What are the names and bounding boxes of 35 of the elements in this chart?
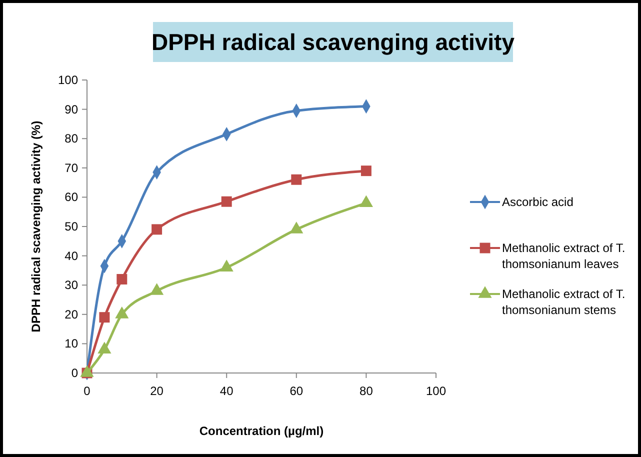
- y-tick-label: 60: [64, 190, 78, 204]
- legend-label: Methanolic extract of T. thomsonianum stems: [502, 287, 626, 317]
- chart-title: DPPH radical scavenging activity: [151, 29, 515, 55]
- point: [150, 283, 164, 295]
- point: [152, 224, 162, 235]
- y-tick-label: 30: [64, 278, 78, 292]
- point: [221, 196, 232, 207]
- legend-label: Ascorbic acid: [502, 195, 574, 209]
- y-tick-label: 20: [64, 307, 78, 322]
- x-tick-label: 0: [84, 384, 91, 398]
- y-tick-label: 80: [64, 132, 78, 146]
- point: [360, 166, 372, 176]
- point: [99, 312, 110, 323]
- x-tick-label: 40: [220, 384, 234, 398]
- point: [80, 365, 94, 377]
- x-tick-label: 60: [290, 384, 304, 398]
- y-tick-label: 10: [64, 336, 78, 351]
- legend-label: Methanolic extract of T. thomsonianum leaves: [502, 241, 626, 271]
- y-tick-label: 70: [64, 160, 78, 175]
- y-tick-label: 50: [64, 220, 78, 234]
- x-axis-title: Concentration (µg/ml): [199, 424, 324, 438]
- point: [115, 306, 129, 318]
- point: [98, 342, 112, 354]
- x-tick-label: 100: [426, 384, 446, 398]
- point: [291, 174, 302, 185]
- y-tick-label: 90: [64, 102, 78, 116]
- point: [290, 222, 304, 234]
- y-tick-label: 0: [71, 366, 78, 380]
- x-tick-label: 20: [150, 384, 164, 398]
- point: [116, 274, 128, 284]
- point: [220, 260, 234, 272]
- y-tick-label: 40: [64, 248, 78, 263]
- y-axis-title: DPPH radical scavenging activity (%): [29, 120, 43, 332]
- x-tick-label: 80: [360, 384, 374, 398]
- y-tick-label: 100: [58, 73, 78, 87]
